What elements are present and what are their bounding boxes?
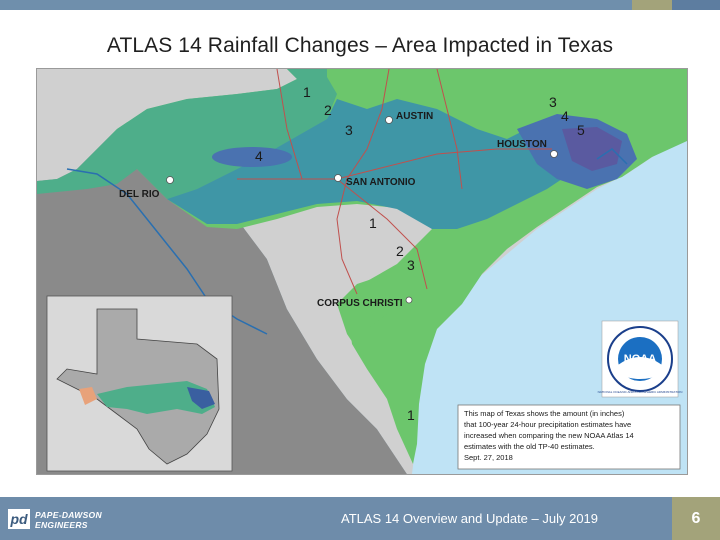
texas-inset-map — [46, 295, 233, 472]
noaa-logo: NOAA NATIONAL OCEANIC AND ATMOSPHERIC AD… — [598, 320, 683, 398]
inset-west-area — [79, 387, 97, 405]
del-rio-marker — [166, 176, 174, 184]
san-antonio-marker — [334, 174, 342, 182]
logo-line: PAPE-DAWSON — [35, 510, 102, 520]
inset-high-impact-area — [187, 387, 215, 409]
highway-line — [276, 69, 303, 180]
slide-title: ATLAS 14 Rainfall Changes – Area Impacte… — [106, 34, 614, 57]
zone-label: 1 — [407, 407, 415, 423]
zone-label: 1 — [369, 215, 377, 231]
pd-logo-icon: pd — [8, 509, 30, 529]
del-rio-label: DEL RIO — [119, 189, 160, 200]
legend-frame — [457, 404, 681, 470]
corpus-christi-marker — [405, 296, 413, 304]
top-accent-segment — [672, 0, 720, 10]
corpus-christi-label: CORPUS CHRISTI — [317, 298, 403, 309]
zone-label: 2 — [324, 102, 332, 118]
zone-1-south-area — [337, 269, 432, 349]
zone-5-houston-area — [562, 127, 622, 171]
highway-line — [237, 148, 552, 180]
zone-label: 3 — [549, 94, 557, 110]
texas-rainfall-map-graphic: AUSTIN HOUSTON SAN ANTONIO DEL RIO CORPU… — [37, 69, 687, 474]
river-line — [596, 148, 628, 165]
zone-label: 1 — [303, 84, 311, 100]
highway-line — [336, 69, 390, 295]
houston-label: HOUSTON — [497, 139, 547, 150]
west-texas-land — [37, 69, 297, 181]
inset-impact-area — [97, 381, 215, 414]
noaa-text: NOAA — [624, 353, 656, 365]
zone-label: 2 — [396, 243, 404, 259]
rainfall-map: AUSTIN HOUSTON SAN ANTONIO DEL RIO CORPU… — [36, 68, 688, 475]
slide-footer: pd PAPE-DAWSON ENGINEERS ATLAS 14 Overvi… — [0, 497, 720, 540]
legend-line: This map of Texas shows the amount (in i… — [464, 409, 625, 418]
noaa-ring-text: NATIONAL OCEANIC AND ATMOSPHERIC ADMINIS… — [598, 390, 683, 394]
top-accent-bar — [0, 0, 720, 10]
footer-caption: ATLAS 14 Overview and Update – July 2019 — [341, 511, 599, 526]
zone-label: 5 — [577, 122, 585, 138]
map-legend-box: This map of Texas shows the amount (in i… — [457, 404, 681, 470]
zone-label: 3 — [407, 257, 415, 273]
logo-line: ENGINEERS — [35, 520, 88, 530]
highway-line — [336, 178, 428, 290]
zone-4-west-area — [212, 147, 292, 167]
noaa-wave — [618, 357, 662, 379]
austin-marker — [385, 116, 393, 124]
houston-marker — [550, 150, 558, 158]
zone-label: 3 — [345, 122, 353, 138]
zone-label: 4 — [561, 108, 569, 124]
legend-line: that 100-year 24-hour precipitation esti… — [464, 420, 631, 429]
top-accent-segment — [632, 0, 672, 10]
san-antonio-label: SAN ANTONIO — [346, 177, 416, 188]
austin-label: AUSTIN — [396, 111, 433, 122]
top-accent-segment — [0, 0, 632, 10]
highway-line — [436, 69, 463, 190]
zone-label: 4 — [255, 148, 263, 164]
zone-number-labels: 1 2 3 4 3 4 5 1 2 3 1 — [255, 84, 585, 423]
page-number: 6 — [672, 497, 720, 540]
pape-dawson-logo: pd PAPE-DAWSON ENGINEERS — [8, 504, 118, 534]
legend-line: estimates with the old TP-40 estimates. — [464, 442, 595, 451]
zone-3-area — [167, 99, 597, 229]
legend-line: Sept. 27, 2018 — [464, 453, 513, 462]
legend-text-lines: This map of Texas shows the amount (in i… — [464, 409, 634, 462]
legend-line: increased when comparing the new NOAA At… — [464, 431, 634, 440]
zone-2-area — [37, 69, 337, 199]
